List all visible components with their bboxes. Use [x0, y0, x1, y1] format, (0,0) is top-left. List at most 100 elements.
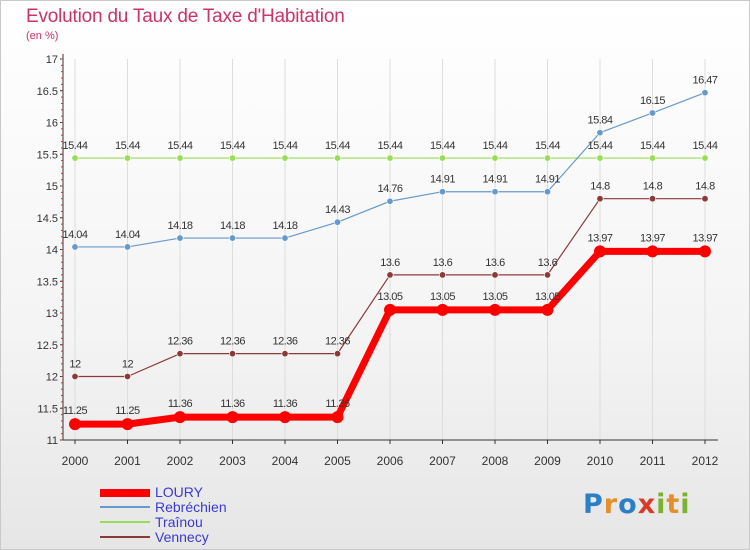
data-point-rebrechien [701, 89, 709, 97]
logo-letter: i [680, 489, 691, 520]
data-point-rebrechien [596, 129, 604, 137]
data-label-loury: 13.05 [482, 291, 507, 303]
x-tick-label: 2009 [534, 454, 561, 468]
x-tick-label: 2002 [167, 454, 194, 468]
data-point-trainou [281, 154, 289, 162]
proxiti-logo: Proxiti [583, 489, 691, 520]
y-tick-label: 12.5 [37, 340, 58, 352]
data-label-trainou: 15.44 [430, 140, 455, 152]
x-tick-label: 2011 [640, 454, 666, 468]
data-point-loury [384, 303, 396, 316]
data-label-vennecy: 12.36 [325, 336, 350, 348]
data-label-rebrechien: 14.18 [272, 220, 297, 232]
data-point-vennecy [701, 195, 709, 203]
data-point-loury [69, 418, 81, 431]
data-point-loury [594, 245, 606, 258]
data-label-vennecy: 13.6 [433, 257, 453, 269]
logo-letter: t [666, 489, 681, 520]
data-label-vennecy: 14.8 [643, 181, 663, 193]
data-label-vennecy: 14.8 [590, 181, 610, 193]
data-label-rebrechien: 16.47 [692, 75, 717, 87]
data-label-loury: 11.36 [220, 398, 245, 410]
y-tick-label: 13.5 [37, 276, 58, 288]
data-label-vennecy: 12.36 [167, 336, 192, 348]
data-point-vennecy [229, 350, 237, 358]
data-label-loury: 11.36 [168, 398, 193, 410]
data-point-trainou [491, 154, 499, 162]
x-tick-label: 2008 [482, 454, 509, 468]
data-label-trainou: 15.44 [325, 140, 350, 152]
data-label-trainou: 15.44 [587, 140, 612, 152]
data-point-loury [331, 411, 344, 424]
data-label-loury: 11.36 [325, 398, 350, 410]
legend-swatch-rebrechien [100, 506, 150, 508]
data-label-trainou: 15.44 [115, 140, 140, 152]
y-tick-label: 13 [46, 308, 58, 320]
data-label-rebrechien: 14.91 [430, 174, 455, 186]
data-label-loury: 13.97 [692, 232, 717, 244]
y-tick-label: 15.5 [37, 149, 58, 161]
data-point-vennecy [648, 195, 656, 203]
data-point-trainou [71, 154, 79, 162]
data-label-vennecy: 12 [69, 359, 81, 371]
data-point-loury [121, 418, 134, 431]
data-point-loury [226, 411, 239, 424]
legend-label-rebrechien: Rebréchien [155, 499, 227, 515]
data-point-vennecy [543, 271, 551, 279]
data-label-loury: 11.25 [115, 405, 140, 417]
y-tick-label: 15 [46, 181, 58, 193]
data-label-loury: 13.05 [430, 291, 455, 303]
x-tick-label: 2004 [272, 454, 299, 468]
y-tick-label: 12 [46, 372, 58, 384]
logo-letter: i [656, 489, 667, 520]
data-point-rebrechien [176, 234, 184, 242]
data-point-rebrechien [333, 218, 341, 226]
y-tick-label: 16.5 [37, 86, 58, 98]
data-point-rebrechien [124, 243, 132, 251]
data-label-vennecy: 12.36 [220, 336, 245, 348]
data-point-loury [489, 303, 501, 316]
series-lines [69, 89, 711, 431]
x-tick-label: 2010 [587, 454, 614, 468]
legend-swatch-loury [100, 489, 150, 497]
data-point-loury [646, 245, 659, 258]
logo-letter: o [618, 489, 638, 520]
data-label-loury: 13.05 [377, 291, 402, 303]
data-point-vennecy [281, 350, 289, 358]
data-label-trainou: 15.44 [535, 140, 560, 152]
data-point-rebrechien [281, 234, 289, 242]
data-point-rebrechien [438, 188, 446, 196]
data-point-vennecy [438, 271, 446, 279]
data-point-rebrechien [648, 109, 656, 117]
data-label-vennecy: 12 [122, 359, 134, 371]
logo-letter: r [603, 489, 619, 520]
data-label-rebrechien: 14.04 [62, 229, 87, 241]
data-label-trainou: 15.44 [640, 140, 665, 152]
chart-title: Evolution du Taux de Taxe d'Habitation [26, 6, 345, 27]
legend-swatch-trainou [100, 521, 150, 523]
data-label-trainou: 15.44 [220, 140, 245, 152]
x-tick-label: 2000 [62, 454, 89, 468]
data-label-loury: 11.25 [63, 405, 88, 417]
data-point-vennecy [124, 372, 132, 380]
data-point-trainou [596, 154, 604, 162]
legend-label-vennecy: Vennecy [155, 529, 209, 545]
data-point-vennecy [596, 195, 604, 203]
data-label-loury: 13.05 [535, 291, 560, 303]
data-point-vennecy [333, 350, 341, 358]
y-tick-label: 16 [46, 118, 58, 130]
x-tick-label: 2006 [377, 454, 404, 468]
data-label-rebrechien: 16.15 [640, 95, 665, 107]
data-label-vennecy: 14.8 [695, 181, 715, 193]
y-tick-label: 11.5 [37, 403, 58, 415]
data-point-trainou [543, 154, 551, 162]
x-tick-label: 2012 [692, 454, 719, 468]
data-point-vennecy [491, 271, 499, 279]
data-point-rebrechien [386, 197, 394, 205]
legend-swatch-vennecy [100, 536, 150, 538]
data-point-loury [436, 303, 449, 316]
data-label-loury: 13.97 [587, 232, 612, 244]
data-label-trainou: 15.44 [482, 140, 507, 152]
